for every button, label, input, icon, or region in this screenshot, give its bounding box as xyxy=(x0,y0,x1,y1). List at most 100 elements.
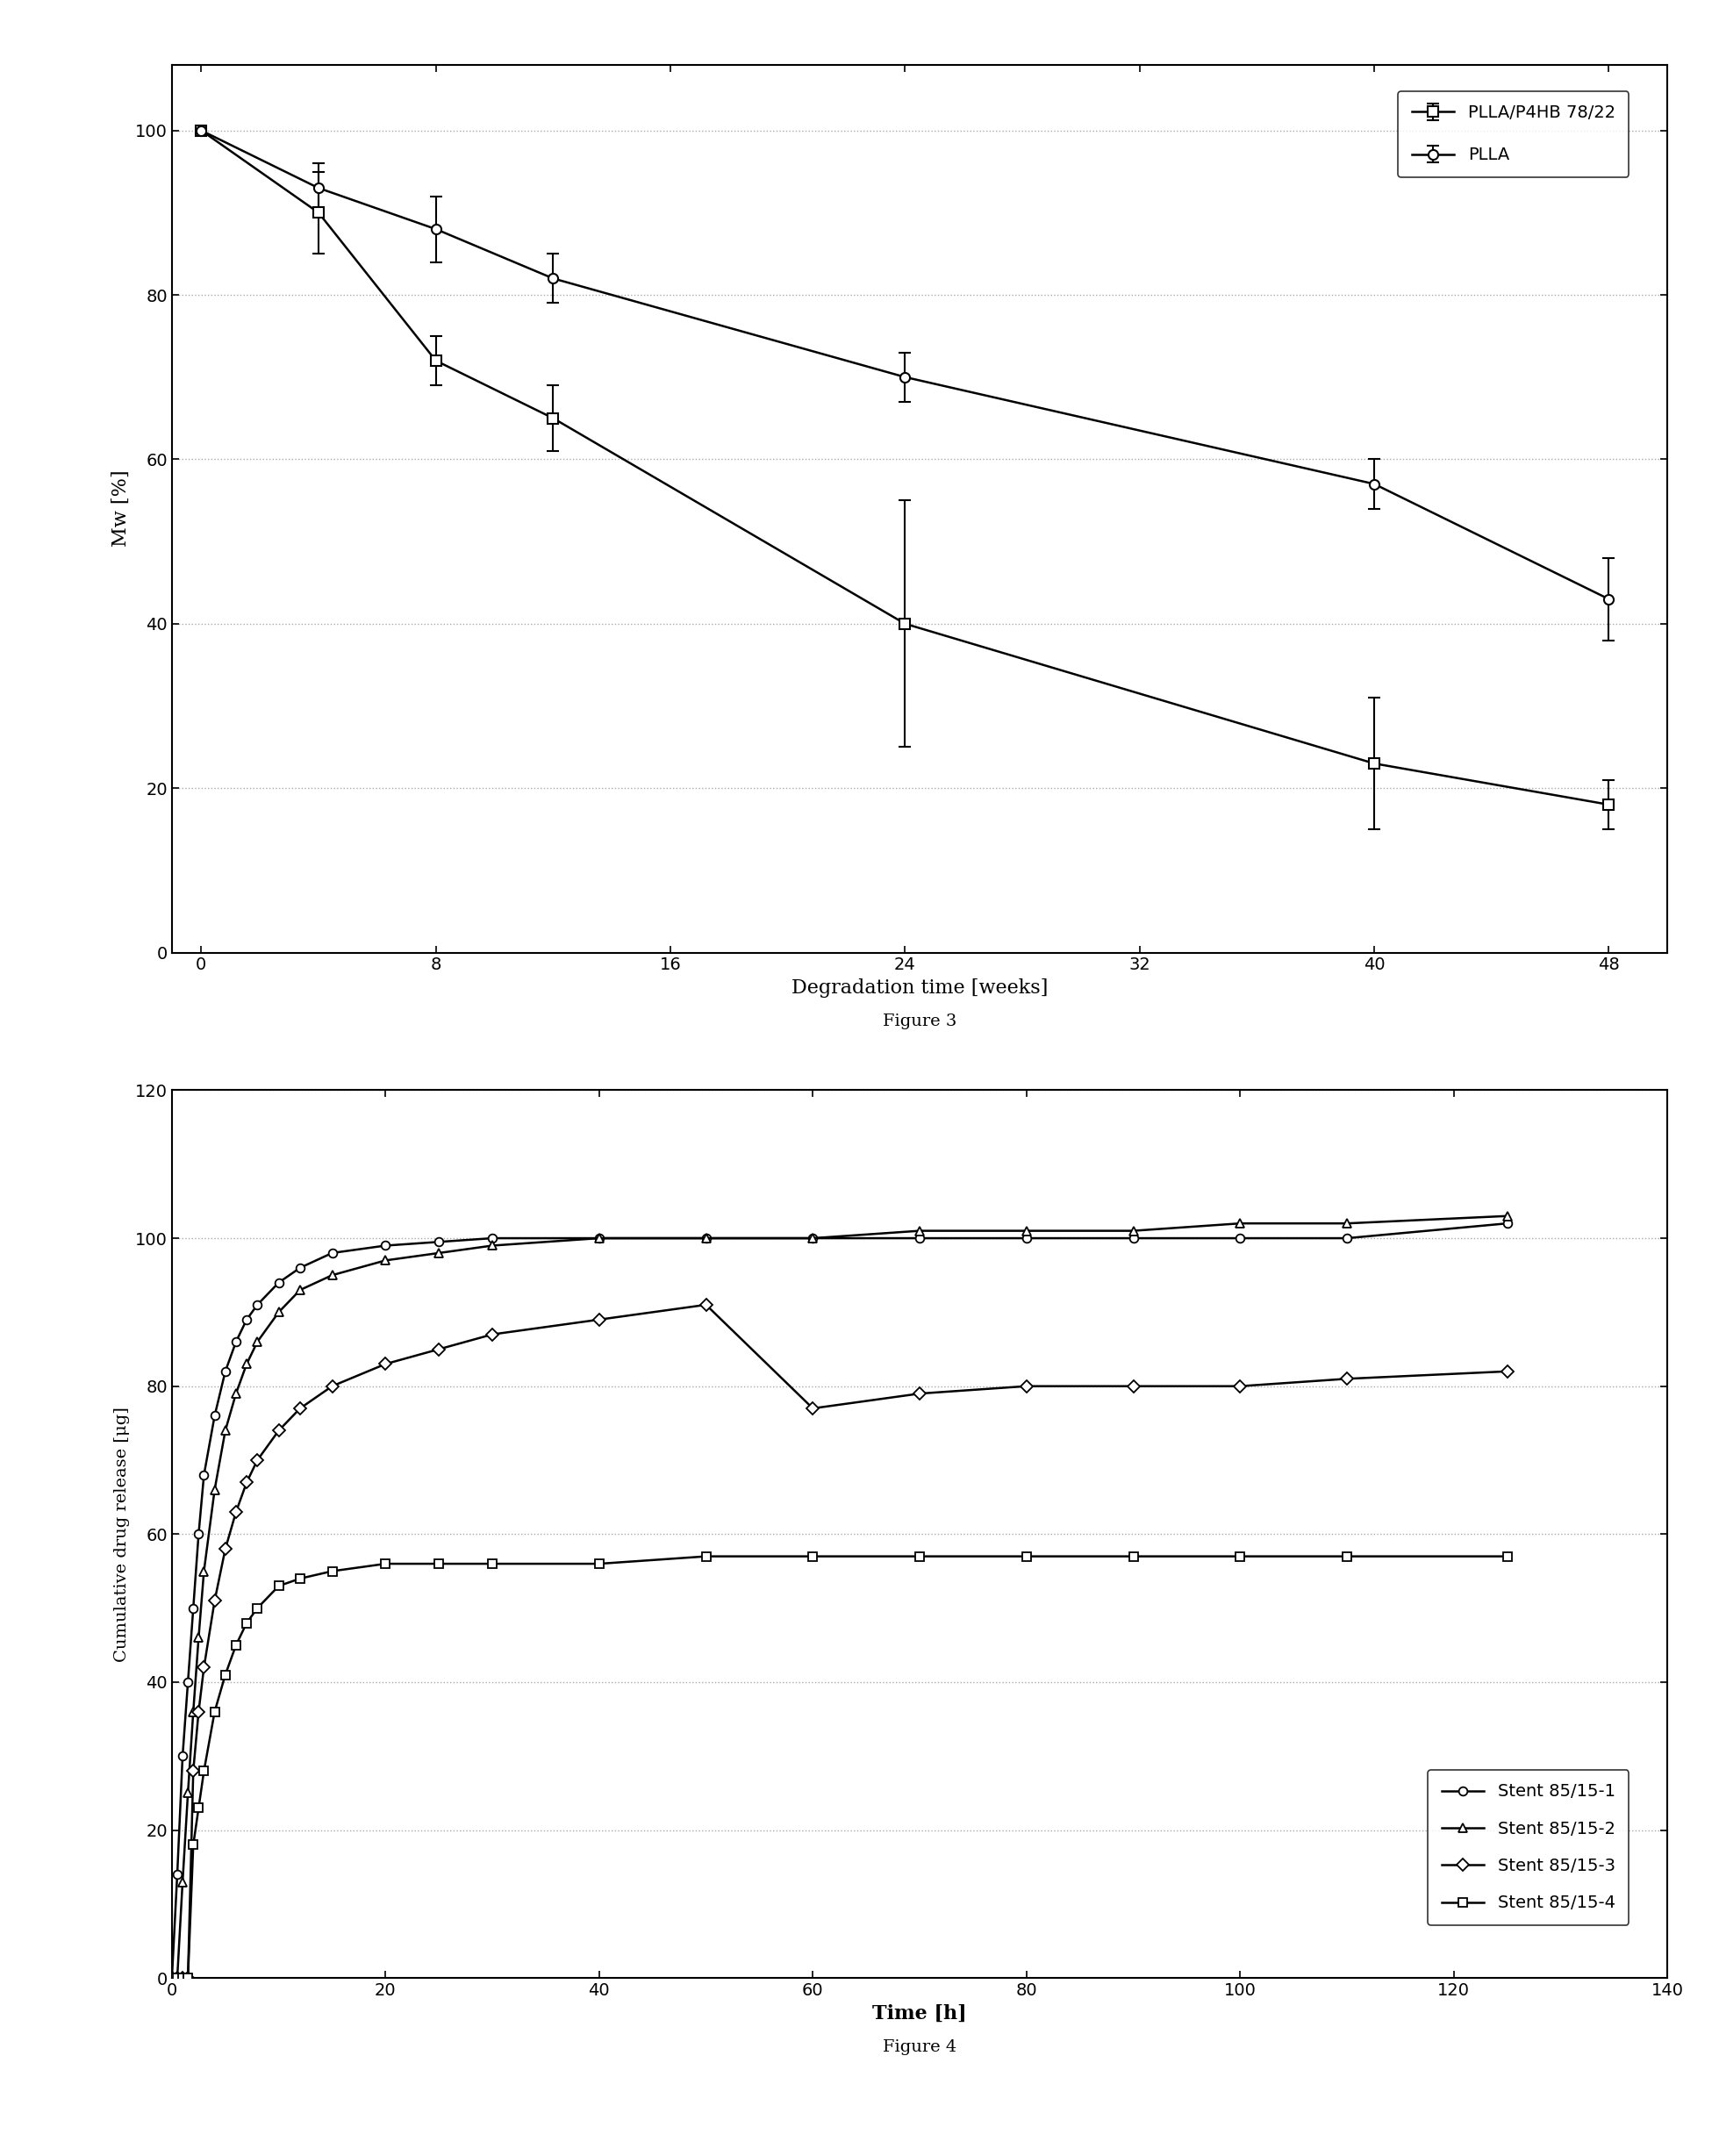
Stent 85/15-4 xyxy=(189,1796,210,1822)
Stent 85/15-3 xyxy=(696,1291,717,1317)
Stent 85/15-2 xyxy=(205,1477,225,1503)
Stent 85/15-2 xyxy=(590,1225,610,1250)
Stent 85/15-1 xyxy=(236,1307,258,1332)
Stent 85/15-3 xyxy=(225,1498,246,1524)
Stent 85/15-2 xyxy=(375,1248,395,1274)
Stent 85/15-1 xyxy=(182,1595,203,1621)
Stent 85/15-1 xyxy=(1337,1225,1358,1250)
Stent 85/15-4 xyxy=(481,1550,502,1576)
Stent 85/15-3 xyxy=(1497,1358,1518,1384)
Stent 85/15-4 xyxy=(1337,1544,1358,1570)
Stent 85/15-2 xyxy=(177,1781,198,1807)
Stent 85/15-2 xyxy=(1497,1203,1518,1229)
Stent 85/15-2 xyxy=(194,1559,215,1585)
Stent 85/15-4 xyxy=(1016,1544,1037,1570)
Stent 85/15-3 xyxy=(428,1337,449,1363)
Stent 85/15-2 xyxy=(225,1380,246,1406)
Stent 85/15-3 xyxy=(215,1535,236,1561)
Stent 85/15-2 xyxy=(236,1352,258,1378)
Line: Stent 85/15-3: Stent 85/15-3 xyxy=(168,1300,1511,1981)
Stent 85/15-3 xyxy=(375,1352,395,1378)
Stent 85/15-2 xyxy=(248,1328,268,1354)
Stent 85/15-1 xyxy=(177,1669,198,1695)
Stent 85/15-2 xyxy=(803,1225,823,1250)
Stent 85/15-2 xyxy=(268,1300,289,1326)
Stent 85/15-4 xyxy=(162,1964,182,1990)
Line: Stent 85/15-2: Stent 85/15-2 xyxy=(168,1212,1511,1981)
Y-axis label: Mw [%]: Mw [%] xyxy=(112,470,131,548)
Stent 85/15-1 xyxy=(268,1270,289,1296)
Stent 85/15-2 xyxy=(182,1699,203,1725)
Stent 85/15-1 xyxy=(909,1225,930,1250)
Stent 85/15-4 xyxy=(268,1574,289,1600)
Stent 85/15-4 xyxy=(909,1544,930,1570)
Stent 85/15-1 xyxy=(162,1964,182,1990)
Stent 85/15-4 xyxy=(205,1699,225,1725)
Text: Figure 4: Figure 4 xyxy=(882,2040,957,2055)
Y-axis label: Cumulative drug release [μg]: Cumulative drug release [μg] xyxy=(115,1406,131,1662)
Stent 85/15-3 xyxy=(248,1447,268,1473)
Legend: Stent 85/15-1, Stent 85/15-2, Stent 85/15-3, Stent 85/15-4: Stent 85/15-1, Stent 85/15-2, Stent 85/1… xyxy=(1428,1770,1630,1925)
Line: Stent 85/15-1: Stent 85/15-1 xyxy=(168,1218,1511,1981)
Text: Figure 3: Figure 3 xyxy=(882,1013,957,1028)
Stent 85/15-2 xyxy=(291,1276,311,1302)
Stent 85/15-4 xyxy=(321,1559,342,1585)
Line: Stent 85/15-4: Stent 85/15-4 xyxy=(168,1552,1511,1981)
Stent 85/15-3 xyxy=(236,1470,258,1496)
Stent 85/15-3 xyxy=(590,1307,610,1332)
Stent 85/15-3 xyxy=(1337,1367,1358,1393)
X-axis label: Degradation time [weeks]: Degradation time [weeks] xyxy=(791,979,1049,998)
Stent 85/15-3 xyxy=(321,1373,342,1399)
Stent 85/15-3 xyxy=(1229,1373,1250,1399)
Stent 85/15-4 xyxy=(236,1611,258,1636)
Stent 85/15-2 xyxy=(172,1869,193,1895)
Stent 85/15-3 xyxy=(291,1395,311,1421)
Stent 85/15-1 xyxy=(205,1404,225,1429)
Stent 85/15-3 xyxy=(182,1757,203,1783)
Stent 85/15-4 xyxy=(172,1964,193,1990)
Stent 85/15-4 xyxy=(182,1833,203,1858)
Stent 85/15-4 xyxy=(696,1544,717,1570)
Stent 85/15-1 xyxy=(590,1225,610,1250)
Stent 85/15-4 xyxy=(225,1632,246,1658)
Stent 85/15-2 xyxy=(1229,1210,1250,1235)
Stent 85/15-1 xyxy=(189,1522,210,1548)
Stent 85/15-1 xyxy=(1016,1225,1037,1250)
Stent 85/15-3 xyxy=(172,1964,193,1990)
Stent 85/15-4 xyxy=(215,1662,236,1688)
Stent 85/15-1 xyxy=(375,1233,395,1259)
Stent 85/15-1 xyxy=(167,1861,187,1886)
Stent 85/15-4 xyxy=(167,1964,187,1990)
Stent 85/15-2 xyxy=(428,1240,449,1266)
Stent 85/15-1 xyxy=(291,1255,311,1281)
Stent 85/15-3 xyxy=(194,1654,215,1680)
Stent 85/15-2 xyxy=(1123,1218,1143,1244)
Stent 85/15-4 xyxy=(428,1550,449,1576)
Stent 85/15-1 xyxy=(172,1744,193,1770)
Stent 85/15-1 xyxy=(225,1328,246,1354)
Stent 85/15-1 xyxy=(428,1229,449,1255)
Stent 85/15-1 xyxy=(1123,1225,1143,1250)
Stent 85/15-2 xyxy=(481,1233,502,1259)
Stent 85/15-1 xyxy=(803,1225,823,1250)
Stent 85/15-4 xyxy=(291,1565,311,1591)
Stent 85/15-1 xyxy=(1497,1210,1518,1235)
Stent 85/15-3 xyxy=(162,1964,182,1990)
Stent 85/15-3 xyxy=(167,1964,187,1990)
Stent 85/15-3 xyxy=(177,1964,198,1990)
Stent 85/15-1 xyxy=(194,1462,215,1488)
Stent 85/15-3 xyxy=(1016,1373,1037,1399)
Stent 85/15-1 xyxy=(696,1225,717,1250)
Stent 85/15-1 xyxy=(1229,1225,1250,1250)
Stent 85/15-2 xyxy=(1016,1218,1037,1244)
Legend: PLLA/P4HB 78/22, PLLA: PLLA/P4HB 78/22, PLLA xyxy=(1398,91,1630,177)
Stent 85/15-4 xyxy=(1497,1544,1518,1570)
Stent 85/15-4 xyxy=(375,1550,395,1576)
Stent 85/15-4 xyxy=(1123,1544,1143,1570)
Stent 85/15-2 xyxy=(909,1218,930,1244)
Stent 85/15-3 xyxy=(189,1699,210,1725)
Stent 85/15-2 xyxy=(189,1626,210,1651)
Stent 85/15-4 xyxy=(803,1544,823,1570)
Stent 85/15-1 xyxy=(215,1358,236,1384)
Stent 85/15-4 xyxy=(1229,1544,1250,1570)
